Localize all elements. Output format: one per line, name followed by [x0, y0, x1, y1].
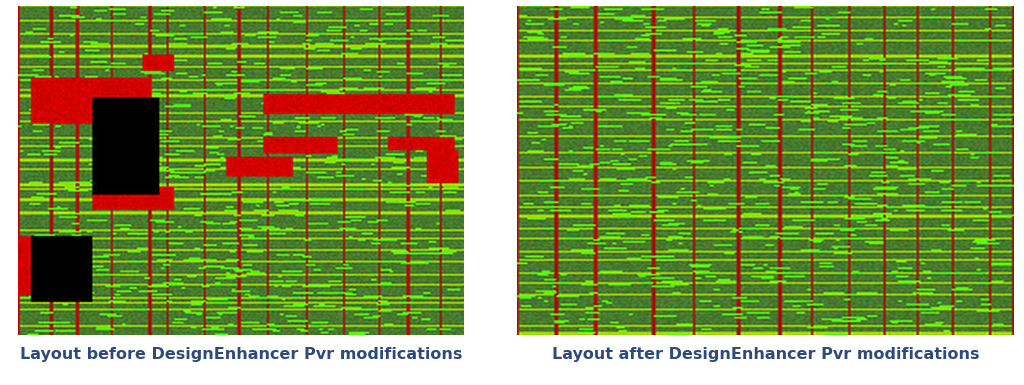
Text: Layout before DesignEnhancer Pvr modifications: Layout before DesignEnhancer Pvr modific… [19, 347, 463, 362]
Text: Layout after DesignEnhancer Pvr modifications: Layout after DesignEnhancer Pvr modifica… [552, 347, 979, 362]
